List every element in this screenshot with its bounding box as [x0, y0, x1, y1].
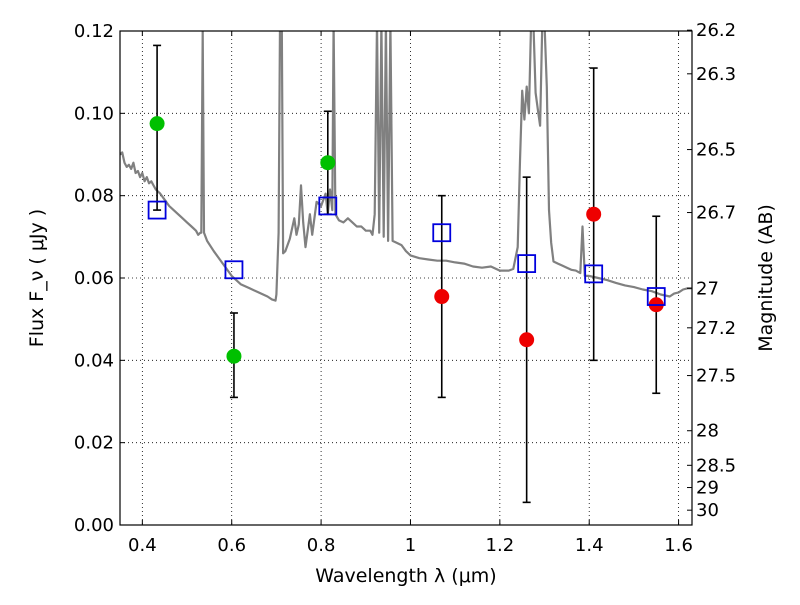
y2-tick-label: 27: [696, 278, 719, 299]
y2-axis-label: Magnitude (AB): [755, 204, 777, 352]
y-tick-label: 0.02: [74, 433, 114, 454]
y2-tick-label: 30: [696, 500, 719, 521]
y2-tick-label: 26.2: [696, 20, 736, 41]
x-axis-label: Wavelength λ (μm): [315, 565, 496, 587]
y2-tick-label: 28: [696, 421, 719, 442]
x-tick-label: 0.6: [217, 535, 246, 556]
model-point: [646, 287, 666, 306]
model-point: [147, 200, 167, 220]
y2-tick-label: 28.5: [696, 455, 736, 476]
model-point: [584, 264, 604, 284]
y-tick-label: 0.00: [74, 515, 114, 536]
data-point: [320, 155, 336, 171]
model-point: [432, 223, 452, 243]
y2-tick-label: 29: [696, 478, 719, 499]
x-tick-label: 1.6: [664, 535, 693, 556]
ticks: 0.4 0.6 0.8 1 1.2 1.4 1.6 0.00 0.02 0.04 0.06 0.08 0…: [74, 20, 736, 556]
x-tick-label: 1.4: [575, 535, 604, 556]
y-tick-label: 0.06: [74, 268, 114, 289]
y-tick-label: 0.10: [74, 103, 114, 124]
data-point: [586, 206, 602, 222]
spectrum-line: [120, 31, 692, 302]
y-tick-label: 0.08: [74, 186, 114, 207]
y2-tick-label: 26.3: [696, 64, 736, 85]
data-layer: [120, 31, 692, 504]
data-point: [519, 332, 535, 348]
y-tick-label: 0.12: [74, 21, 114, 42]
data-point: [434, 289, 450, 305]
data-point: [226, 348, 242, 364]
y-tick-label: 0.04: [74, 350, 114, 371]
x-tick-label: 1.2: [486, 535, 515, 556]
plot-background: [120, 31, 692, 525]
x-tick-label: 0.8: [307, 535, 336, 556]
y2-tick-label: 26.5: [696, 140, 736, 161]
model-point: [224, 260, 244, 280]
x-tick-label: 0.4: [128, 535, 157, 556]
y2-tick-label: 27.5: [696, 366, 736, 387]
model-point: [517, 254, 537, 273]
y-axis-label: Flux F_ν ( μJy ): [26, 209, 48, 347]
model-point: [318, 196, 338, 216]
y2-tick-label: 26.7: [696, 203, 736, 224]
data-point: [149, 116, 165, 132]
y2-tick-label: 27.2: [696, 318, 736, 339]
x-tick-label: 1: [405, 535, 416, 556]
